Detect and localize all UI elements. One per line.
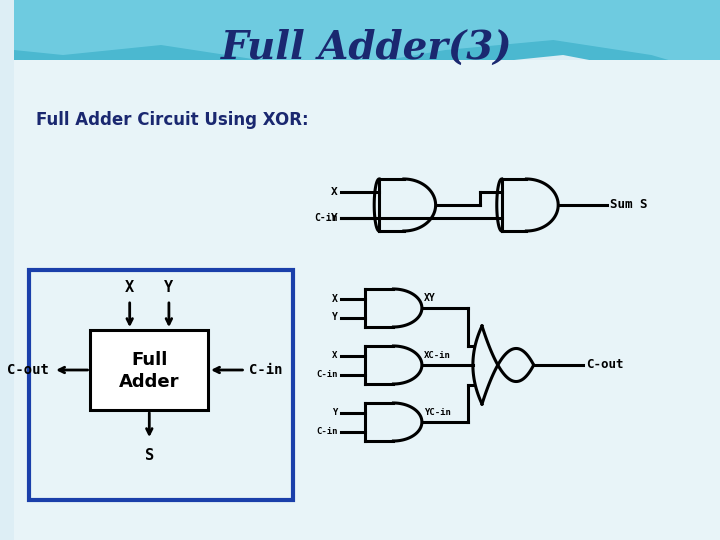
Text: XY: XY [424, 293, 436, 303]
Text: C-out: C-out [585, 359, 623, 372]
Text: Adder: Adder [119, 373, 179, 391]
Text: YC-in: YC-in [424, 408, 451, 417]
Text: XC-in: XC-in [424, 351, 451, 360]
Text: C-in: C-in [314, 213, 338, 223]
Text: Sum S: Sum S [610, 199, 648, 212]
Polygon shape [14, 0, 720, 95]
Text: X: X [330, 187, 338, 197]
Polygon shape [14, 0, 720, 75]
Text: X: X [332, 294, 338, 303]
Text: Y: Y [332, 313, 338, 322]
Text: S: S [145, 448, 154, 463]
Text: Y: Y [332, 408, 338, 417]
Text: Full: Full [131, 351, 168, 369]
Text: X: X [332, 351, 338, 360]
Text: Full Adder Circuit Using XOR:: Full Adder Circuit Using XOR: [35, 111, 308, 129]
Text: C-in: C-in [316, 370, 338, 379]
Text: C-in: C-in [316, 427, 338, 436]
Text: C-in: C-in [249, 363, 283, 377]
Text: C-out: C-out [7, 363, 49, 377]
Text: X: X [125, 280, 134, 295]
Text: Y: Y [164, 280, 174, 295]
Text: Full Adder(3): Full Adder(3) [221, 29, 513, 67]
Text: Y: Y [330, 213, 338, 223]
Polygon shape [14, 60, 720, 540]
FancyBboxPatch shape [91, 330, 208, 410]
